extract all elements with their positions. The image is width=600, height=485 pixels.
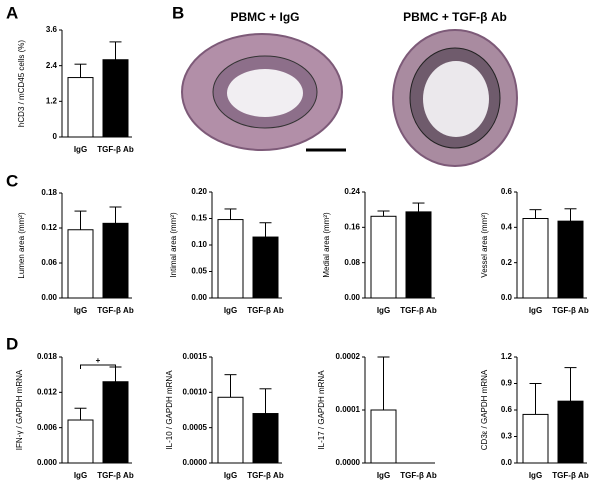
y-tick-label: 3.6 [46,25,58,34]
x-tick-label: TGF-β Ab [400,306,437,315]
bar [217,396,244,464]
y-tick-label: 0.0000 [336,458,361,467]
y-tick-label: 0.6 [501,187,513,196]
panel-label: B [172,3,184,22]
bar [67,419,94,464]
bar [67,77,94,138]
bar [102,222,129,299]
y-tick-label: 0.4 [501,222,513,231]
panel-label: C [6,171,18,190]
micrograph [181,33,343,151]
y-tick-label: 0.15 [191,214,207,223]
x-tick-label: IgG [529,306,542,315]
panel-label: D [6,334,18,353]
x-tick-label: IgG [74,145,87,154]
bar [522,413,549,464]
y-tick-label: 0.012 [37,387,58,396]
y-axis-label: IFN-γ / GAPDH mRNA [15,369,24,450]
bar [252,413,279,464]
x-tick-label: IgG [377,471,390,480]
y-tick-label: 0.3 [501,432,513,441]
y-tick-label: 0 [53,132,58,141]
y-axis-label: hCD3 / mCD45 cells (%) [17,40,26,127]
y-tick-label: 0.0005 [183,423,208,432]
panel-label: A [6,3,18,22]
y-tick-label: 0.9 [501,379,513,388]
x-tick-label: IgG [74,306,87,315]
y-tick-label: 0.0002 [336,352,361,361]
y-axis-label: Medial area (mm²) [322,212,331,278]
y-tick-label: 0.006 [37,423,58,432]
bar [102,381,129,464]
bar [252,236,279,299]
x-tick-label: TGF-β Ab [552,471,589,480]
x-tick-label: TGF-β Ab [97,471,134,480]
x-tick-label: IgG [529,471,542,480]
image-label: PBMC + IgG [230,10,299,24]
x-tick-label: IgG [224,471,237,480]
bar [370,215,397,299]
y-axis-label: IL-10 / GAPDH mRNA [165,370,174,450]
x-tick-label: TGF-β Ab [400,471,437,480]
y-tick-label: 0.6 [501,405,513,414]
y-tick-label: 0.2 [501,258,513,267]
y-tick-label: 0.12 [41,223,57,232]
y-axis-label: IL-17 / GAPDH mRNA [317,370,326,450]
x-tick-label: IgG [377,306,390,315]
bar [370,409,397,464]
x-tick-label: TGF-β Ab [247,306,284,315]
y-tick-label: 2.4 [46,61,58,70]
y-tick-label: 0.16 [344,222,360,231]
y-tick-label: 0.0001 [336,405,361,414]
y-tick-label: 0.000 [37,458,58,467]
y-axis-label: CD3ε / GAPDH mRNA [480,369,489,450]
bar [102,59,129,138]
x-tick-label: IgG [224,306,237,315]
x-tick-label: TGF-β Ab [97,306,134,315]
y-axis-label: Lumen area (mm²) [17,212,26,279]
y-tick-label: 0.0 [501,458,513,467]
y-tick-label: 0.00 [191,293,207,302]
x-tick-label: TGF-β Ab [552,306,589,315]
bar [67,229,94,299]
y-tick-label: 0.0015 [183,352,208,361]
y-tick-label: 0.0 [501,293,513,302]
y-tick-label: 0.00 [344,293,360,302]
y-tick-label: 0.0000 [183,458,208,467]
annotation: + [96,356,101,365]
y-tick-label: 0.05 [191,267,207,276]
y-tick-label: 0.24 [344,187,360,196]
y-tick-label: 0.10 [191,240,207,249]
y-tick-label: 0.018 [37,352,58,361]
y-axis-label: Vessel area (mm²) [480,212,489,278]
bar [405,211,432,299]
y-tick-label: 0.08 [344,258,360,267]
y-axis-label: Intimal area (mm²) [169,212,178,278]
y-tick-label: 0.00 [41,293,57,302]
y-tick-label: 0.06 [41,258,57,267]
x-tick-label: TGF-β Ab [97,145,134,154]
y-tick-label: 1.2 [46,96,58,105]
x-tick-label: IgG [74,471,87,480]
y-tick-label: 0.0010 [183,387,208,396]
significance-bracket [80,364,116,369]
micrograph [392,29,518,167]
image-label: PBMC + TGF-β Ab [403,10,507,24]
x-tick-label: TGF-β Ab [247,471,284,480]
y-tick-label: 0.18 [41,188,57,197]
y-tick-label: 1.2 [501,352,513,361]
bar [557,400,584,464]
bar [217,219,244,299]
bar [522,218,549,299]
y-tick-label: 0.20 [191,187,207,196]
bar [557,220,584,299]
